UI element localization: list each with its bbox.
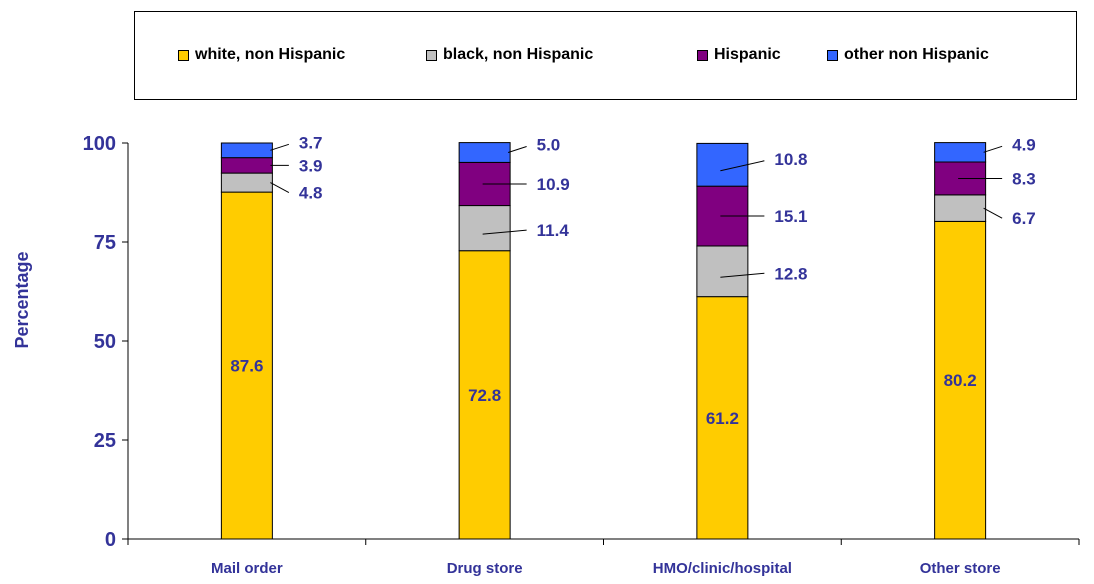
data-label: 15.1 xyxy=(774,207,807,226)
bar-segment xyxy=(696,245,749,298)
data-label: 61.2 xyxy=(706,409,739,428)
y-tick-label: 0 xyxy=(105,529,116,551)
data-label: 80.2 xyxy=(944,371,977,390)
legend-label-other: other non Hispanic xyxy=(844,46,989,63)
bar-segment xyxy=(458,142,511,163)
legend-label-black: black, non Hispanic xyxy=(443,46,594,63)
bar-segment xyxy=(934,194,987,222)
data-label: 3.9 xyxy=(299,156,323,175)
data-label: 6.7 xyxy=(1012,209,1036,228)
data-label: 87.6 xyxy=(230,357,263,376)
leader-line xyxy=(983,207,1003,219)
leader-line xyxy=(720,160,765,172)
bar-segment xyxy=(458,205,511,252)
data-label: 72.8 xyxy=(468,386,501,405)
data-label: 5.0 xyxy=(537,136,561,155)
legend-item-black: black, non Hispanic xyxy=(426,46,593,64)
legend-swatch-black xyxy=(426,49,437,61)
data-label: 10.8 xyxy=(774,150,807,169)
y-tick-label: 75 xyxy=(94,232,116,254)
x-tick-label: Mail order xyxy=(211,560,283,577)
legend-item-white: white, non Hispanic xyxy=(178,46,345,64)
y-tick-label: 50 xyxy=(94,331,116,353)
legend: white, non Hispanic black, non Hispanic … xyxy=(134,11,1077,100)
y-axis-label: Percentage xyxy=(12,251,32,348)
y-tick-label: 25 xyxy=(94,430,116,452)
y-tick-label: 100 xyxy=(83,133,116,155)
bar-segment xyxy=(220,157,273,174)
data-label: 12.8 xyxy=(774,264,807,283)
x-tick-label: Drug store xyxy=(447,560,523,577)
bar-segment xyxy=(220,142,273,159)
legend-label-white: white, non Hispanic xyxy=(195,46,346,63)
data-label: 4.9 xyxy=(1012,135,1036,154)
legend-item-hispanic: Hispanic xyxy=(697,46,781,64)
legend-swatch-hispanic xyxy=(697,49,708,61)
legend-swatch-other xyxy=(827,49,838,61)
data-label: 3.7 xyxy=(299,133,323,152)
x-tick-label: HMO/clinic/hospital xyxy=(653,560,792,577)
axes: 0 25 50 75 100 Mail order Drug store HMO/clinic… xyxy=(83,133,1080,577)
leader-line xyxy=(270,182,290,194)
bars xyxy=(220,142,987,540)
legend-label-hispanic: Hispanic xyxy=(714,46,781,63)
leader-line xyxy=(482,229,527,235)
data-labels: 87.6 4.8 3.9 3.7 72.8 11.4 10.9 5.0 61.2 12.8 15.1… xyxy=(230,133,1035,427)
leader-line xyxy=(983,145,1003,153)
leader-line xyxy=(720,272,765,278)
data-label: 4.8 xyxy=(299,184,323,203)
legend-item-other: other non Hispanic xyxy=(827,46,989,64)
bar-segment xyxy=(934,220,987,540)
data-label: 8.3 xyxy=(1012,169,1036,188)
bar-segment xyxy=(696,142,749,187)
bar-segment xyxy=(934,142,987,163)
data-label: 10.9 xyxy=(537,175,570,194)
leader-line xyxy=(270,143,290,151)
bar-segment xyxy=(220,172,273,193)
data-label: 11.4 xyxy=(537,221,570,240)
bar-segment xyxy=(220,191,273,540)
legend-swatch-white xyxy=(178,49,189,61)
x-tick-label: Other store xyxy=(920,560,1001,577)
leader-line xyxy=(507,146,527,153)
bar-segment xyxy=(458,250,511,540)
